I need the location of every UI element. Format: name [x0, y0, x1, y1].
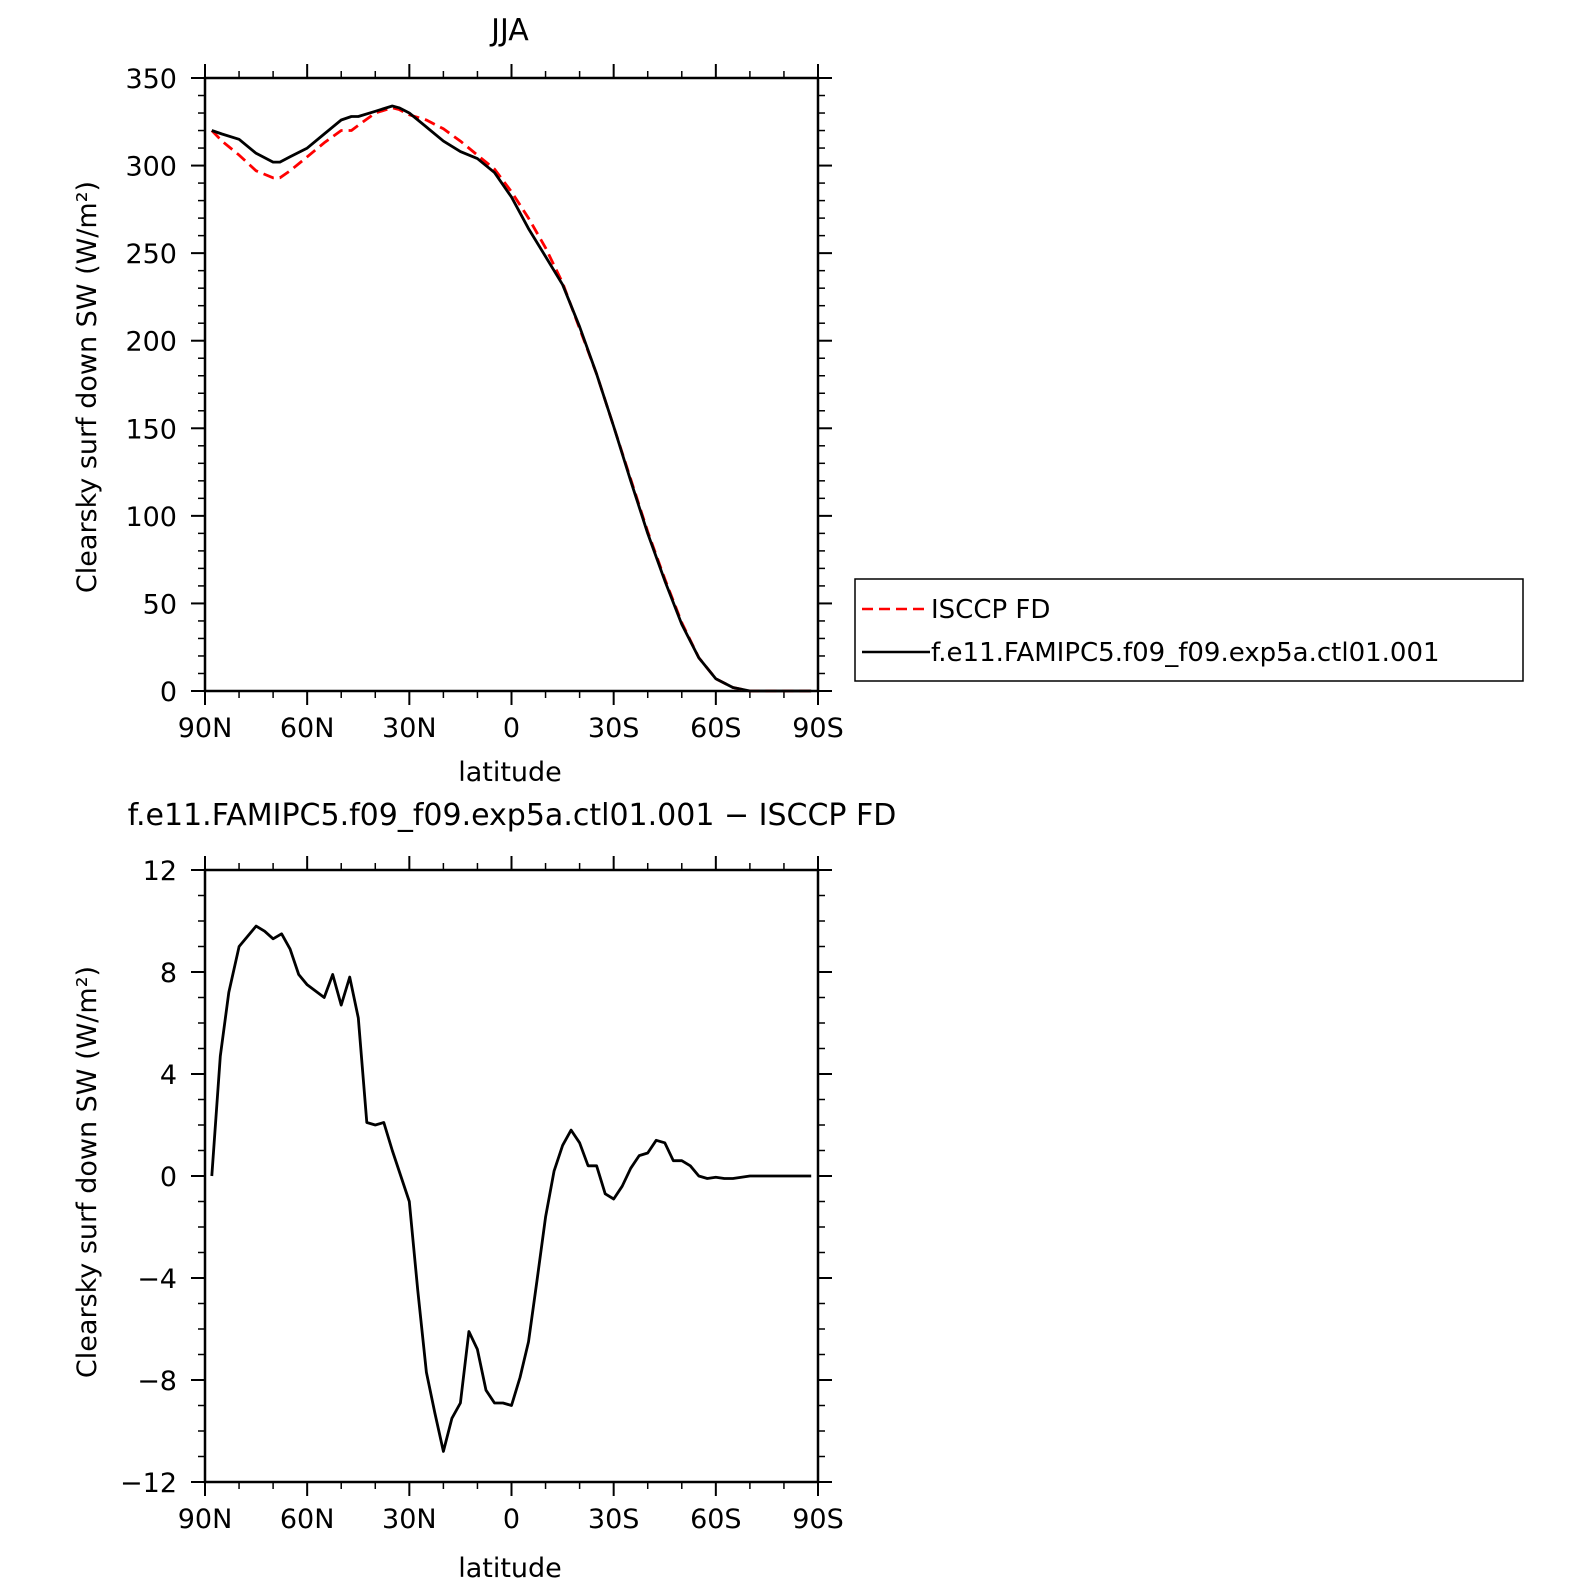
top-x-tick-label: 60N: [280, 713, 335, 744]
bottom-x-tick-label: 30N: [382, 1504, 437, 1535]
bottom-y-tick-label: 4: [160, 1060, 177, 1091]
legend: ISCCP FD f.e11.FAMIPC5.f09_f09.exp5a.ctl…: [854, 578, 1524, 682]
top-x-tick-label: 30N: [382, 713, 437, 744]
bottom-x-tick-label: 60N: [280, 1504, 335, 1535]
bottom-y-tick-label: 12: [143, 856, 177, 887]
bottom-x-tick-label: 90N: [178, 1504, 233, 1535]
bottom-axis-ticks: 90N 60N 30N 0 30S 60S 90S −12 −8 −4 0 4 8 12: [120, 856, 844, 1535]
bottom-x-tick-label: 90S: [792, 1504, 844, 1535]
top-y-tick-label: 0: [160, 677, 177, 708]
top-y-axis-label: Clearsky surf down SW (W/m²): [72, 181, 103, 593]
legend-frame: [854, 578, 1524, 682]
bottom-y-tick-label: 0: [160, 1162, 177, 1193]
bottom-x-axis-label: latitude: [458, 1553, 562, 1584]
top-x-tick-label: 90S: [792, 713, 844, 744]
top-x-tick-label: 30S: [588, 713, 640, 744]
top-plot-frame: [203, 76, 820, 693]
bottom-chart-title: f.e11.FAMIPC5.f09_f09.exp5a.ctl01.001 − …: [128, 798, 897, 833]
top-y-tick-label: 150: [125, 414, 177, 445]
bottom-x-tick-label: 30S: [588, 1504, 640, 1535]
top-x-tick-label: 90N: [178, 713, 233, 744]
top-y-tick-label: 200: [125, 327, 177, 358]
top-chart-title: JJA: [489, 13, 529, 48]
top-y-tick-label: 350: [125, 64, 177, 95]
bottom-series-lines: [210, 924, 812, 1453]
bottom-panel: f.e11.FAMIPC5.f09_f09.exp5a.ctl01.001 − …: [72, 798, 896, 1584]
top-y-tick-label: 50: [143, 589, 177, 620]
bottom-y-tick-label: −8: [137, 1366, 177, 1397]
top-y-tick-label: 300: [125, 152, 177, 183]
bottom-plot-frame: [203, 868, 820, 1484]
top-series-lines: [210, 104, 812, 693]
bottom-y-axis-label: Clearsky surf down SW (W/m²): [72, 966, 103, 1378]
top-axis-ticks: 90N 60N 30N 0 30S 60S 90S 0 50 100 150 200 250 300 350: [125, 64, 844, 744]
top-y-tick-label: 250: [125, 239, 177, 270]
bottom-x-tick-label: 60S: [690, 1504, 742, 1535]
bottom-y-tick-label: 8: [160, 958, 177, 989]
legend-label-isccp: ISCCP FD: [931, 595, 1050, 625]
top-x-tick-label: 60S: [690, 713, 742, 744]
bottom-series-0-line: [210, 924, 812, 1453]
legend-label-model: f.e11.FAMIPC5.f09_f09.exp5a.ctl01.001: [931, 638, 1440, 668]
bottom-x-tick-label: 0: [503, 1504, 520, 1535]
top-x-tick-label: 0: [503, 713, 520, 744]
bottom-y-tick-label: −12: [120, 1468, 177, 1499]
top-series-1-line: [211, 104, 812, 693]
top-y-tick-label: 100: [125, 502, 177, 533]
top-x-axis-label: latitude: [458, 757, 562, 788]
bottom-y-tick-label: −4: [137, 1264, 177, 1295]
top-panel: JJA Clearsky surf down SW (W/m²) latitud…: [72, 13, 1524, 788]
